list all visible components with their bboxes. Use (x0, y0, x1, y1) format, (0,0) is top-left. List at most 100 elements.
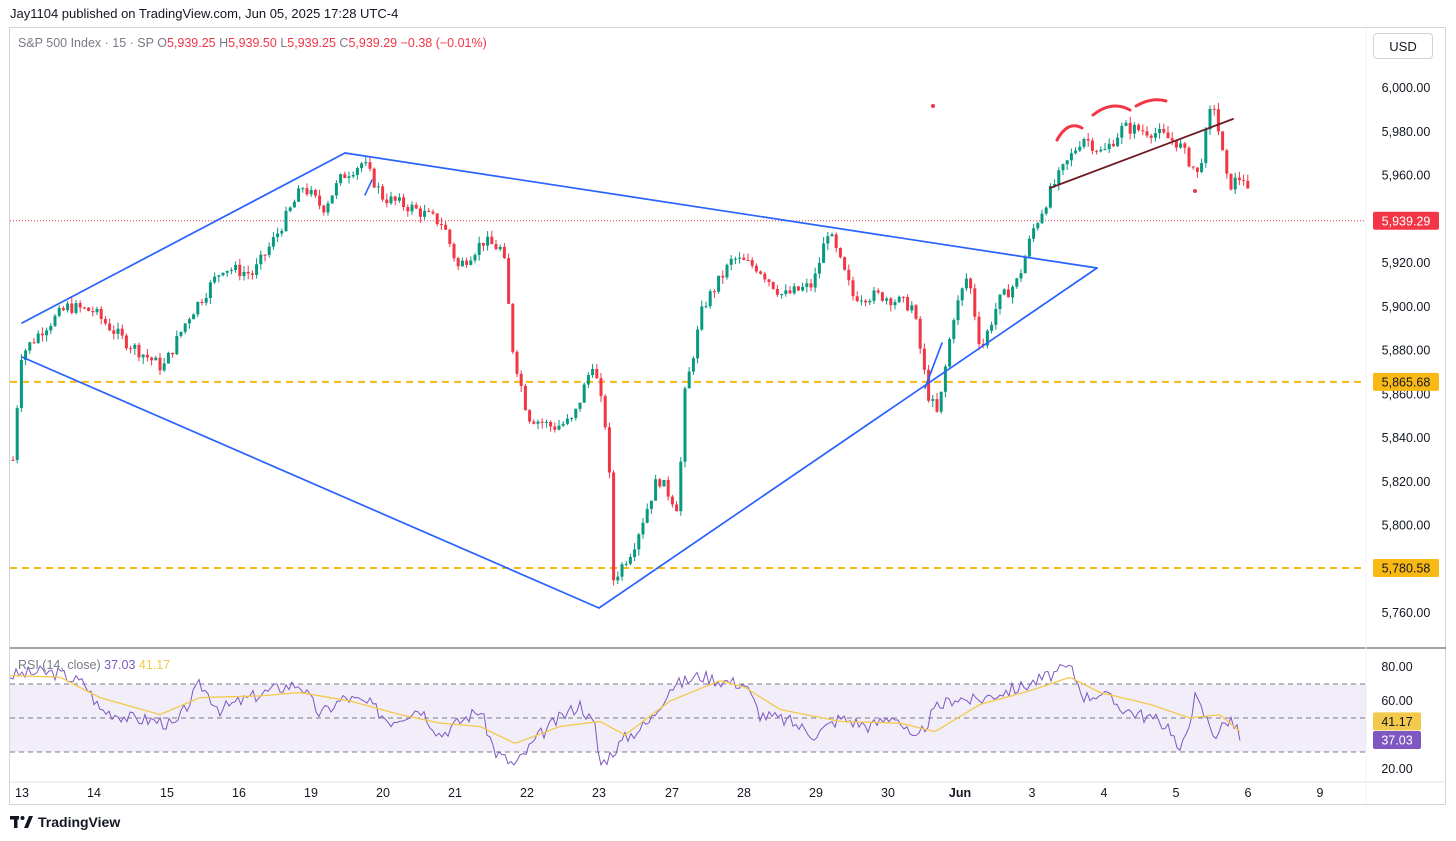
candle-body (528, 410, 532, 422)
candle-body (431, 211, 435, 214)
candle-body (61, 308, 65, 311)
candle-body (439, 224, 443, 226)
candle-body (1120, 125, 1124, 138)
candle-body (893, 302, 897, 306)
candle-body (654, 479, 658, 501)
candle-body (1208, 108, 1212, 130)
candle-body (108, 323, 112, 331)
candle-body (364, 162, 368, 164)
candle-body (628, 557, 632, 564)
candle-body (460, 260, 464, 267)
candle-body (817, 262, 821, 274)
diamond-lower-left-line (21, 356, 600, 609)
candle-body (586, 375, 590, 385)
price-tags: 5,939.29 5,865.68 5,780.58 41.17 37.03 (1373, 211, 1439, 750)
rsi-line (9, 663, 1241, 767)
diamond-upper-left-line (21, 152, 346, 324)
x-tick-label: 4 (1101, 786, 1108, 800)
candle-body (767, 279, 771, 282)
candle-body (805, 283, 809, 287)
x-tick-label: 28 (737, 786, 751, 800)
candle-body (28, 342, 32, 351)
candle-body (750, 260, 754, 266)
candle-body (66, 303, 70, 311)
last-price-tag-bg (1373, 211, 1439, 230)
y-tick-label: 5,840.00 (1382, 431, 1431, 445)
y-tick-label: 5,920.00 (1382, 256, 1431, 270)
candle-body (95, 308, 99, 313)
candle-body (45, 330, 49, 336)
x-tick-label: Jun (949, 786, 971, 800)
candle-body (372, 168, 376, 188)
candle-body (1019, 273, 1023, 279)
candle-body (771, 281, 775, 289)
candle-body (918, 318, 922, 349)
level-price-tag: 5,865.68 (1382, 375, 1431, 389)
candle-body (607, 427, 611, 473)
x-tick-label: 27 (665, 786, 679, 800)
x-tick-label: 22 (520, 786, 534, 800)
candle-body (1166, 132, 1170, 139)
candle-body (200, 301, 204, 303)
candle-body (952, 320, 956, 340)
candle-body (838, 247, 842, 258)
rsi-ma-value: 41.17 (138, 658, 171, 672)
candle-body (645, 508, 649, 523)
candle-body (1216, 109, 1220, 132)
candle-body (931, 399, 935, 401)
candle-body (406, 207, 410, 212)
candle-body (662, 480, 666, 487)
rsi-value: 37.03 (104, 658, 136, 672)
candle-body (935, 399, 939, 412)
candle-body (376, 186, 380, 188)
x-tick-label: 30 (881, 786, 895, 800)
candle-body (381, 186, 385, 200)
candle-body (393, 196, 397, 201)
candle-body (1179, 143, 1183, 148)
level-price-tag-bg (1373, 558, 1439, 577)
candle-body (1162, 128, 1166, 133)
candle-body (301, 188, 305, 190)
candle-body (1191, 166, 1195, 168)
change-value: −0.38 (−0.01%) (400, 36, 487, 50)
rsi-value-tag: 37.03 (1381, 734, 1412, 748)
candle-body (1036, 223, 1040, 229)
candle-body (427, 210, 431, 212)
candle-body (612, 472, 616, 581)
candle-body (1149, 135, 1153, 138)
rsi-title: RSI (14, close) (18, 658, 101, 672)
candle-body (70, 303, 74, 313)
shoulder-arc-right (1134, 98, 1168, 108)
candle-body (742, 257, 746, 260)
level-price-tag-bg (1373, 372, 1439, 391)
rsi-band (10, 683, 1366, 753)
rsi-ma-tag: 41.17 (1381, 715, 1412, 729)
x-tick-label: 5 (1173, 786, 1180, 800)
publisher-line: Jay1104 published on TradingView.com, Ju… (10, 6, 399, 21)
candle-body (1137, 124, 1141, 131)
small-trend-mark (364, 179, 373, 196)
candle-body (192, 314, 196, 320)
candle-body (124, 335, 128, 349)
candle-body (1082, 138, 1086, 147)
candle-body (1095, 150, 1099, 152)
candle-body (641, 522, 645, 535)
x-tick-label: 9 (1317, 786, 1324, 800)
candle-body (998, 294, 1002, 309)
candle-body (1057, 170, 1061, 185)
candle-body (292, 201, 296, 208)
y-tick-label: 5,900.00 (1382, 300, 1431, 314)
candle-body (788, 290, 792, 294)
candle-body (990, 324, 994, 331)
small-channel-line (924, 342, 943, 389)
candle-body (733, 258, 737, 260)
candle-body (620, 564, 624, 577)
open-label: O (157, 36, 167, 50)
candle-body (313, 190, 317, 196)
y-tick-label: 5,980.00 (1382, 125, 1431, 139)
candle-body (246, 271, 250, 274)
currency-button[interactable]: USD (1373, 33, 1433, 59)
candle-body (250, 273, 254, 275)
candle-body (969, 278, 973, 289)
